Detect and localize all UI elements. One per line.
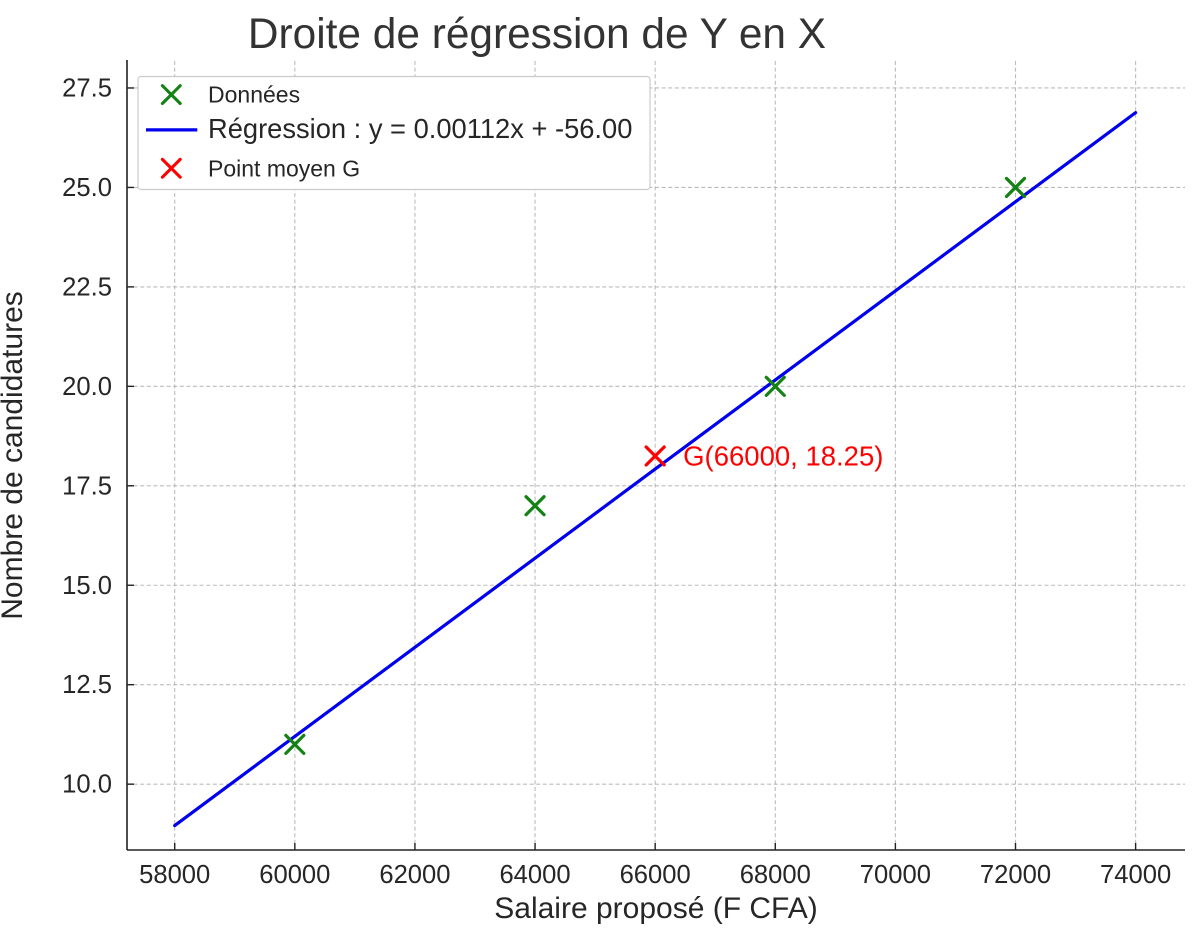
svg-text:Point moyen G: Point moyen G [208,155,360,181]
svg-text:72000: 72000 [980,861,1051,889]
svg-text:Nombre de candidatures: Nombre de candidatures [0,291,29,620]
svg-text:20.0: 20.0 [62,373,112,401]
svg-text:62000: 62000 [379,861,450,889]
svg-text:17.5: 17.5 [62,472,112,500]
svg-text:64000: 64000 [499,861,570,889]
svg-text:Droite de régression de Y en X: Droite de régression de Y en X [248,10,826,57]
svg-text:22.5: 22.5 [62,273,112,301]
svg-text:25.0: 25.0 [62,174,112,202]
svg-text:68000: 68000 [740,861,811,889]
svg-text:Données: Données [208,82,300,108]
svg-text:G(66000, 18.25): G(66000, 18.25) [683,440,883,471]
svg-text:74000: 74000 [1100,861,1171,889]
svg-text:70000: 70000 [860,861,931,889]
svg-text:27.5: 27.5 [62,74,112,102]
svg-text:58000: 58000 [139,861,210,889]
svg-text:60000: 60000 [259,861,330,889]
svg-text:Salaire proposé (F CFA): Salaire proposé (F CFA) [494,892,817,925]
svg-text:10.0: 10.0 [62,771,112,799]
svg-text:12.5: 12.5 [62,671,112,699]
svg-text:66000: 66000 [620,861,691,889]
svg-text:15.0: 15.0 [62,572,112,600]
svg-text:Régression : y = 0.00112x + -5: Régression : y = 0.00112x + -56.00 [208,113,632,144]
